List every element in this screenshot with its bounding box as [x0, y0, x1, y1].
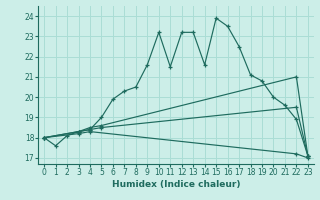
X-axis label: Humidex (Indice chaleur): Humidex (Indice chaleur) — [112, 180, 240, 189]
